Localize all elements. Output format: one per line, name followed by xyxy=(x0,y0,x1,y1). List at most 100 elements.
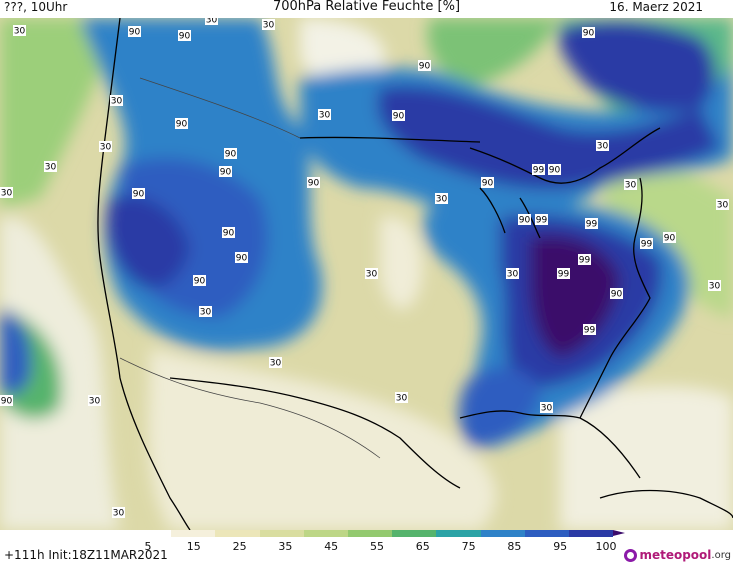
label-marker: 99 xyxy=(535,214,548,226)
label-marker: 90 xyxy=(235,252,248,264)
label-marker: 30 xyxy=(112,507,125,519)
date-label: 16. Maerz 2021 xyxy=(609,0,703,14)
label-marker: 30 xyxy=(365,268,378,280)
contour-label: 90 xyxy=(129,28,141,38)
colorbar-tick-label: 5 xyxy=(144,540,152,553)
contour-label: 30 xyxy=(319,111,331,121)
footer-bar: 5 15 25 35 45 55 65 75 85 95 100 +111h Init:18Z11M… xyxy=(0,530,733,566)
label-marker: 30 xyxy=(596,140,609,152)
borders xyxy=(119,77,381,459)
contour-label: 30 xyxy=(45,163,57,173)
colorbar-tick-label: 25 xyxy=(232,540,247,553)
label-marker: 90 xyxy=(307,177,320,189)
label-marker: 90 xyxy=(481,177,494,189)
label-marker: 30 xyxy=(88,395,101,407)
contour-label: 90 xyxy=(308,179,320,189)
humidity-field xyxy=(0,18,733,530)
colorbar-segment xyxy=(127,530,172,537)
colorbar-tick-label: 95 xyxy=(553,540,568,553)
label-marker: 90 xyxy=(610,288,623,300)
contour-label: 90 xyxy=(133,190,145,200)
label-marker: 90 xyxy=(224,148,237,160)
logo-icon xyxy=(624,548,638,562)
humidity-map: 30 90 90 30 30 90 90 30 30 90 30 90 90 9… xyxy=(0,18,733,530)
contour-label: 30 xyxy=(1,189,13,199)
label-marker: 30 xyxy=(716,199,729,211)
header-bar: ???, 10Uhr 700hPa Relative Feuchte [%] 1… xyxy=(0,0,733,18)
label-marker: 90 xyxy=(178,30,191,42)
colorbar xyxy=(127,530,614,537)
colorbar-tick-label: 55 xyxy=(370,540,384,553)
contour-label: 90 xyxy=(549,166,561,176)
label-marker: 30 xyxy=(99,141,112,153)
colorbar-segment xyxy=(303,530,348,537)
label-marker: 90 xyxy=(132,188,145,200)
label-marker: 30 xyxy=(262,19,275,31)
contour-label: 30 xyxy=(89,397,101,407)
coastlines xyxy=(97,18,733,530)
label-marker: 99 xyxy=(578,254,591,266)
init-time-label: +111h Init:18Z11MAR2021 xyxy=(4,548,168,562)
map-title: 700hPa Relative Feuchte [%] xyxy=(272,0,461,14)
label-marker: 30 xyxy=(506,268,519,280)
label-marker: 90 xyxy=(0,395,13,407)
label-marker: 30 xyxy=(540,402,553,414)
label-marker: 30 xyxy=(624,179,637,191)
colorbar-tick-label: 75 xyxy=(461,540,476,553)
contour-label: 90 xyxy=(482,179,494,189)
contour-label: 99 xyxy=(579,256,591,266)
label-marker: 30 xyxy=(13,25,26,37)
contour-label: 90 xyxy=(583,29,595,39)
contour-label: 90 xyxy=(179,32,191,42)
label-marker: 90 xyxy=(219,166,232,178)
colorbar-segment xyxy=(171,530,216,537)
contour-label: 30 xyxy=(270,359,282,369)
contour-label: 30 xyxy=(709,282,721,292)
label-marker: 90 xyxy=(582,27,595,39)
label-marker: 30 xyxy=(199,306,212,318)
contour-label: 99 xyxy=(536,216,548,226)
contour-label: 30 xyxy=(717,201,729,211)
contour-label: 90 xyxy=(611,290,623,300)
label-marker: 99 xyxy=(640,238,653,250)
contour-label: 90 xyxy=(519,216,531,226)
contour-label: 99 xyxy=(584,326,596,336)
contour-label: 90 xyxy=(393,112,405,122)
colorbar-max-arrow xyxy=(613,530,625,536)
contour-labels: 30 90 90 30 30 90 90 30 30 90 30 90 90 9… xyxy=(0,18,729,519)
valid-time-label: ???, 10Uhr xyxy=(4,0,68,14)
contour-label: 90 xyxy=(1,397,13,407)
contour-label: 30 xyxy=(597,142,609,152)
colorbar-segment xyxy=(392,530,437,537)
label-marker: 90 xyxy=(418,60,431,72)
colorbar-tick-label: 45 xyxy=(324,540,339,553)
meteopool-logo: meteopool .org xyxy=(624,547,731,563)
contour-label: 90 xyxy=(223,229,235,239)
label-marker: 90 xyxy=(222,227,235,239)
contour-label: 90 xyxy=(220,168,232,178)
contour-label: 30 xyxy=(436,195,448,205)
contour-label: 30 xyxy=(625,181,637,191)
contour-label: 30 xyxy=(396,394,408,404)
colorbar-segment xyxy=(480,530,525,537)
label-marker: 30 xyxy=(318,109,331,121)
label-marker: 90 xyxy=(128,26,141,38)
label-marker: 30 xyxy=(44,161,57,173)
label-marker: 99 xyxy=(583,324,596,336)
contour-label: 30 xyxy=(200,308,212,318)
colorbar-segment xyxy=(568,530,614,537)
colorbar-segment xyxy=(347,530,393,537)
contour-label: 99 xyxy=(641,240,653,250)
label-marker: 90 xyxy=(548,164,561,176)
label-marker: 30 xyxy=(708,280,721,292)
contour-label: 30 xyxy=(366,270,378,280)
contour-label: 99 xyxy=(586,220,598,230)
colorbar-tick-label: 65 xyxy=(415,540,430,553)
colorbar-tick-label: 35 xyxy=(278,540,293,553)
label-marker: 30 xyxy=(205,18,218,26)
contour-label: 90 xyxy=(664,234,676,244)
contour-label: 99 xyxy=(558,270,570,280)
contour-label: 30 xyxy=(541,404,553,414)
contour-label: 90 xyxy=(176,120,188,130)
contour-label: 30 xyxy=(507,270,519,280)
